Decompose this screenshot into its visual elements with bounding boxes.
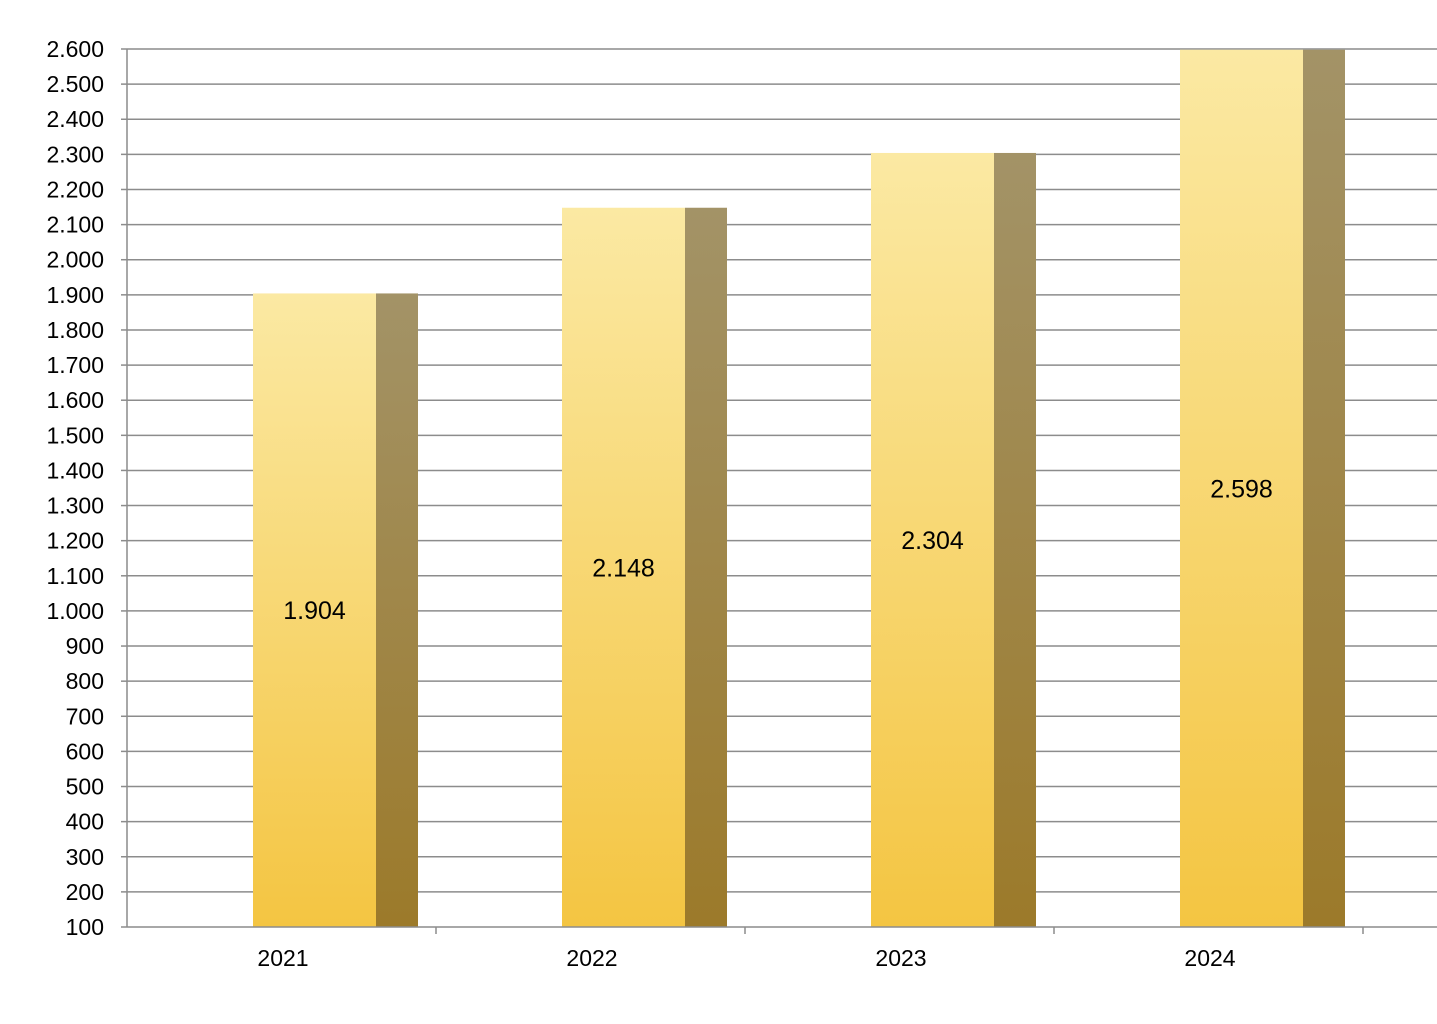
y-tick-label: 2.100 <box>46 212 104 238</box>
y-tick-label: 1.900 <box>46 282 104 308</box>
bar-side <box>376 293 418 928</box>
x-tick-label: 2023 <box>875 945 926 971</box>
y-tick-label: 1.300 <box>46 493 104 519</box>
data-label: 2.598 <box>1210 475 1273 503</box>
bar-side <box>685 207 727 927</box>
y-tick-label: 2.000 <box>46 247 104 273</box>
y-tick-label: 800 <box>66 668 104 694</box>
y-tick-label: 2.500 <box>46 71 104 97</box>
y-tick-label: 200 <box>66 879 104 905</box>
y-tick-label: 2.200 <box>46 176 104 202</box>
y-tick-label: 1.600 <box>46 387 104 413</box>
y-tick-label: 1.400 <box>46 457 104 483</box>
y-tick-label: 1.500 <box>46 422 104 448</box>
y-tick-label: 1.200 <box>46 528 104 554</box>
y-tick-labels: 100 200 300 400 500 600 700 800 900 1.000 1.100 1.2… <box>46 36 104 940</box>
y-tick-label: 300 <box>66 844 104 870</box>
data-label: 2.148 <box>592 554 655 582</box>
y-tick-label: 1.700 <box>46 352 104 378</box>
x-tick-label: 2021 <box>257 945 308 971</box>
y-tick-label: 2.300 <box>46 141 104 167</box>
axes <box>121 48 1437 934</box>
bar-front <box>1180 49 1303 928</box>
bar-front <box>253 293 376 928</box>
bar-side <box>1303 49 1345 928</box>
y-tick-label: 500 <box>66 774 104 800</box>
y-tick-label: 2.400 <box>46 106 104 132</box>
bars <box>253 49 1345 928</box>
bar-front <box>871 152 994 927</box>
y-tick-label: 900 <box>66 633 104 659</box>
data-label: 1.904 <box>283 597 346 625</box>
y-tick-label: 1.800 <box>46 317 104 343</box>
y-tick-label: 2.600 <box>46 36 104 62</box>
y-tick-label: 100 <box>66 914 104 940</box>
data-labels: 1.904 2.148 2.304 2.598 <box>283 475 1273 625</box>
x-tick-label: 2022 <box>566 945 617 971</box>
bar-front <box>562 207 685 927</box>
y-tick-label: 1.000 <box>46 598 104 624</box>
x-tick-label: 2024 <box>1184 945 1235 971</box>
y-tick-label: 1.100 <box>46 563 104 589</box>
y-tick-label: 700 <box>66 703 104 729</box>
data-label: 2.304 <box>901 527 964 555</box>
bar-side <box>994 152 1036 927</box>
x-tick-labels: 2021 2022 2023 2024 <box>257 945 1235 971</box>
y-tick-label: 400 <box>66 809 104 835</box>
y-tick-label: 600 <box>66 738 104 764</box>
